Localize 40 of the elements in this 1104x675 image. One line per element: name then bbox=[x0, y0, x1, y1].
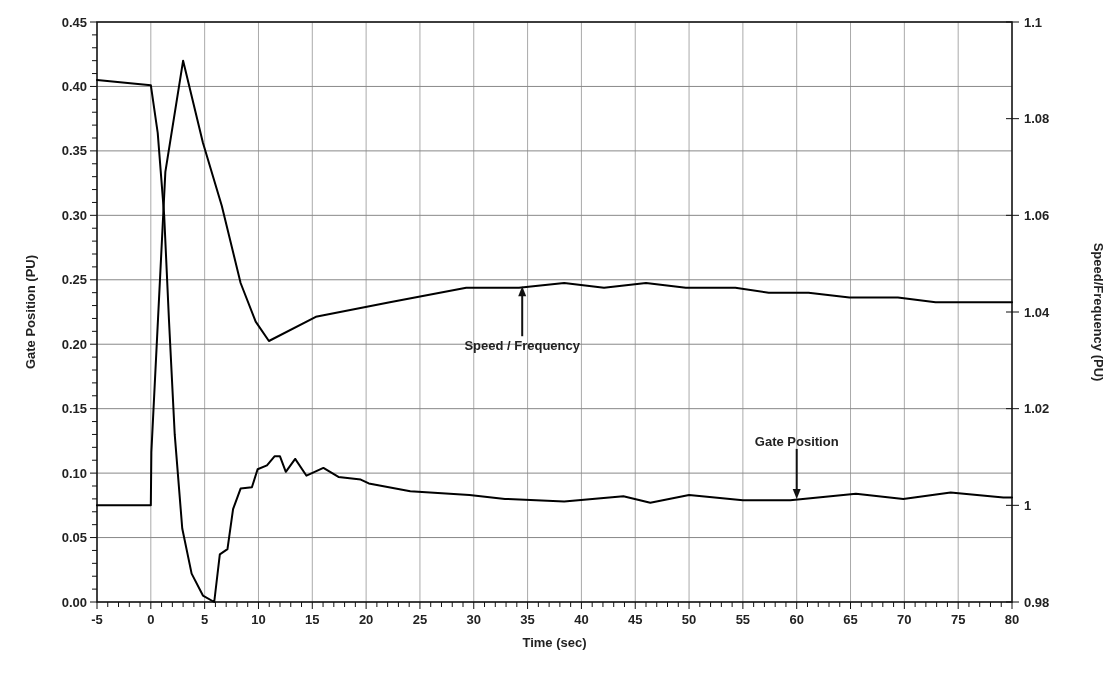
y-tick-label: 0.00 bbox=[61, 594, 87, 610]
x-tick-label: 30 bbox=[466, 612, 481, 627]
x-tick-label: 55 bbox=[735, 612, 751, 627]
x-tick-label: 70 bbox=[897, 612, 912, 627]
y-tick-label: 0.30 bbox=[61, 207, 87, 223]
x-tick-label: 10 bbox=[251, 612, 266, 627]
x-tick-label: 15 bbox=[305, 612, 320, 627]
y-tick-label: 0.10 bbox=[61, 465, 87, 481]
y2-axis-title: Speed/Frequency (PU) bbox=[1091, 242, 1104, 382]
x-tick-label: 25 bbox=[412, 612, 428, 627]
y2-tick-label: 1.06 bbox=[1024, 207, 1050, 223]
annotation: Speed / Frequency bbox=[464, 338, 581, 354]
x-tick-label: 5 bbox=[201, 612, 209, 627]
y-axis-title: Gate Position (PU) bbox=[23, 254, 38, 370]
y2-tick-label: 1.1 bbox=[1024, 14, 1043, 30]
x-tick-label: 20 bbox=[358, 612, 374, 627]
y2-tick-label: 1 bbox=[1024, 497, 1032, 513]
y-tick-label: 0.35 bbox=[61, 143, 87, 159]
y-tick-label: 0.25 bbox=[61, 272, 87, 288]
x-tick-label: 35 bbox=[520, 612, 535, 627]
y2-tick-label: 1.08 bbox=[1024, 111, 1050, 127]
y-tick-label: 0.40 bbox=[61, 78, 87, 94]
y2-tick-label: 1.04 bbox=[1024, 304, 1051, 320]
x-tick-label: 75 bbox=[950, 612, 966, 627]
x-tick-label: 65 bbox=[843, 612, 858, 627]
annotation: Gate Position bbox=[754, 433, 839, 449]
x-tick-label: 50 bbox=[681, 612, 697, 627]
y2-tick-label: 0.98 bbox=[1024, 594, 1050, 610]
y2-tick-label: 1.02 bbox=[1024, 401, 1050, 417]
x-tick-label: 0 bbox=[147, 612, 155, 627]
y-tick-label: 0.20 bbox=[61, 336, 87, 352]
y-tick-label: 0.45 bbox=[61, 14, 87, 30]
x-tick-label: 40 bbox=[574, 612, 589, 627]
x-tick-label: 60 bbox=[789, 612, 804, 627]
y-tick-label: 0.15 bbox=[61, 401, 87, 417]
y-tick-label: 0.05 bbox=[61, 530, 87, 546]
x-tick-label: 45 bbox=[628, 612, 643, 627]
x-axis-title: Time (sec) bbox=[522, 635, 587, 650]
x-tick-label: 80 bbox=[1004, 612, 1020, 627]
x-tick-label: -5 bbox=[91, 612, 103, 627]
